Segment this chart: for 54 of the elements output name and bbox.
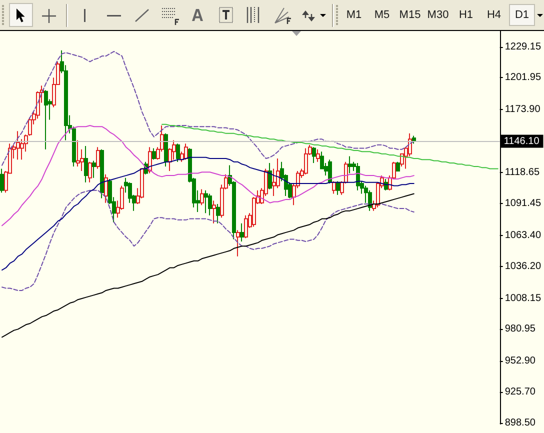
candlestick bbox=[212, 200, 216, 224]
candlestick bbox=[336, 182, 340, 196]
y-tick-label: 1173.90 bbox=[504, 104, 541, 116]
y-tick-label: 980.95 bbox=[504, 324, 536, 335]
line-series bbox=[161, 124, 498, 170]
candlestick bbox=[96, 146, 100, 170]
candlestick bbox=[348, 156, 352, 174]
candlestick bbox=[316, 148, 320, 162]
candlestick bbox=[368, 190, 372, 212]
candlestick bbox=[44, 90, 48, 150]
candlestick bbox=[76, 140, 80, 167]
candlestick bbox=[328, 159, 332, 184]
y-tick-label: 1229.15 bbox=[504, 41, 542, 52]
candlestick bbox=[100, 148, 104, 199]
candlestick bbox=[88, 161, 92, 183]
candlestick bbox=[0, 168, 4, 194]
y-tick-label: 952.90 bbox=[504, 356, 536, 367]
y-tick-label: 925.70 bbox=[504, 386, 536, 398]
candlestick bbox=[236, 230, 240, 257]
candlestick bbox=[176, 143, 180, 162]
y-tick-label: 1118.65 bbox=[504, 167, 540, 178]
line-series bbox=[2, 190, 414, 291]
toolbar: M1 M5 M15 M30 H1 H4 D1 bbox=[0, 0, 544, 31]
candlestick bbox=[240, 222, 244, 242]
candlestick bbox=[244, 214, 248, 239]
candlestick bbox=[412, 135, 416, 144]
candlestick bbox=[16, 130, 20, 160]
candlestick bbox=[92, 160, 96, 178]
candlestick bbox=[204, 190, 208, 214]
candlestick bbox=[200, 188, 204, 206]
candlestick bbox=[208, 193, 212, 216]
candlestick bbox=[332, 182, 336, 194]
line-series bbox=[2, 193, 414, 338]
candlestick bbox=[312, 146, 316, 164]
candlestick bbox=[216, 203, 220, 224]
candlestick bbox=[148, 146, 152, 174]
ref-line-label: 1146.10 bbox=[504, 136, 540, 147]
candlestick bbox=[268, 162, 272, 190]
candlestick bbox=[104, 174, 108, 204]
line-series bbox=[2, 50, 414, 166]
line-series bbox=[2, 124, 414, 226]
y-tick-label: 1063.40 bbox=[504, 230, 542, 241]
candlestick bbox=[396, 161, 400, 172]
y-tick-label: 1091.45 bbox=[504, 198, 542, 209]
line-series bbox=[2, 156, 414, 271]
y-tick-label: 898.50 bbox=[504, 418, 536, 429]
candlestick bbox=[164, 132, 168, 167]
candlestick bbox=[84, 145, 88, 183]
y-tick-label: 1036.20 bbox=[504, 260, 542, 272]
candlestick bbox=[304, 148, 308, 175]
candlestick bbox=[356, 162, 360, 191]
candlestick bbox=[152, 148, 156, 160]
y-tick-label: 1201.95 bbox=[504, 72, 542, 84]
y-tick-label: 1008.15 bbox=[504, 292, 542, 304]
